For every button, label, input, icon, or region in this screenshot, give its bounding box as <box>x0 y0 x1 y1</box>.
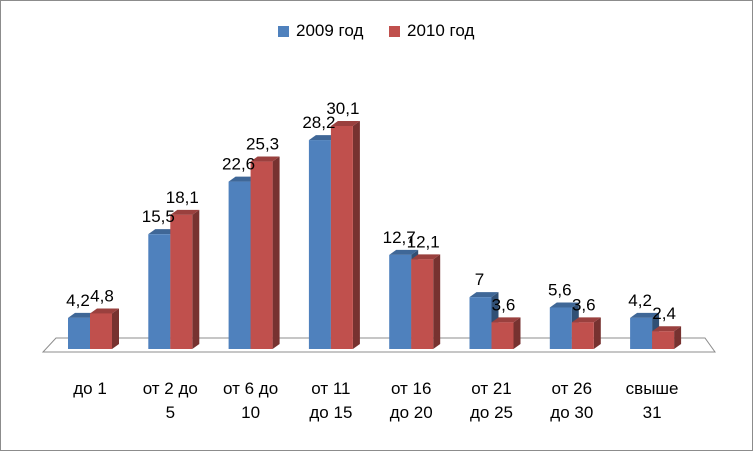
data-label-2009-6: 5,6 <box>548 281 572 300</box>
x-tick-label-4: от 16 до 20 <box>390 379 433 422</box>
data-label-2009-3: 28,2 <box>302 113 335 132</box>
data-labels-group: 4,2 4,815,518,122,625,328,230,112,712,173… <box>66 99 676 323</box>
legend-item-2009: 2009 год <box>278 21 363 41</box>
legend-swatch-2010 <box>389 25 400 37</box>
bar-2010-4 <box>411 254 441 349</box>
x-tick-label-5: от 21 до 25 <box>470 379 513 422</box>
bar-2010-0 <box>90 308 119 349</box>
x-tick-label-2: от 6 до 10 <box>223 379 278 422</box>
x-tick-label-1: от 2 до 5 <box>143 379 198 422</box>
x-tick-label-3: от 11 до 15 <box>309 379 352 422</box>
bar-2010-3 <box>330 121 360 349</box>
bar-2010-2 <box>250 156 280 349</box>
legend-item-2010: 2010 год <box>389 21 474 41</box>
data-label-2010-4: 12,1 <box>407 232 440 251</box>
x-tick-labels-group: до 1 от 2 до 5 от 6 до 10 от 11 до 15 от 16 до 2… <box>73 379 678 422</box>
x-tick-label-6: от 26 до 30 <box>550 379 593 422</box>
bar-2010-5 <box>491 317 521 349</box>
data-label-2009-7: 4,2 <box>628 291 652 310</box>
x-tick-label-7: свыше 31 <box>626 379 679 422</box>
data-label-2009-1: 15,5 <box>142 207 175 226</box>
bars-group <box>68 121 682 349</box>
chart-floor <box>41 337 716 353</box>
data-label-2010-2: 25,3 <box>246 135 279 154</box>
legend-label-2009: 2009 год <box>296 21 364 40</box>
data-label-2010-3: 30,1 <box>326 99 359 118</box>
data-label-2010-0: 4,8 <box>90 286 114 305</box>
data-label-2009-4: 12,7 <box>383 228 416 247</box>
legend-label-2010: 2010 год <box>407 21 475 40</box>
bar-2010-6 <box>571 317 601 349</box>
x-tick-label-0: до 1 <box>73 379 107 398</box>
bar-2010-7 <box>652 326 682 349</box>
legend-swatch-2009 <box>278 25 289 37</box>
data-label-2009-5: 7 <box>475 270 484 289</box>
floor-plane <box>41 337 716 353</box>
data-label-2010-1: 18,1 <box>166 188 199 207</box>
data-label-2009-2: 22,6 <box>222 155 255 174</box>
legend: 2009 год 2010 год <box>0 21 753 43</box>
data-label-2010-6: 3,6 <box>572 295 596 314</box>
data-label-2010-7: 2,4 <box>652 304 676 323</box>
data-label-2010-5: 3,6 <box>492 295 516 314</box>
bar-2010-1 <box>170 209 200 349</box>
data-label-2009-0: 4,2 <box>66 291 90 310</box>
